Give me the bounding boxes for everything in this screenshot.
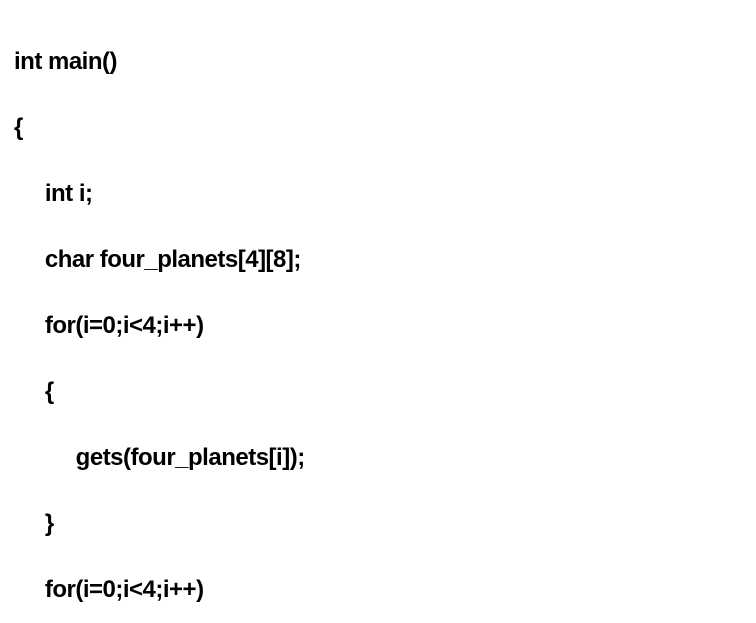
code-line: int main(): [14, 45, 756, 78]
code-snippet: int main() { int i; char four_planets[4]…: [0, 0, 756, 623]
code-line: gets(four_planets[i]);: [14, 441, 756, 474]
code-line: {: [14, 111, 756, 144]
code-line: char four_planets[4][8];: [14, 243, 756, 276]
code-line: for(i=0;i<4;i++): [14, 309, 756, 342]
code-line: for(i=0;i<4;i++): [14, 573, 756, 606]
code-line: int i;: [14, 177, 756, 210]
code-line: }: [14, 507, 756, 540]
code-line: {: [14, 375, 756, 408]
